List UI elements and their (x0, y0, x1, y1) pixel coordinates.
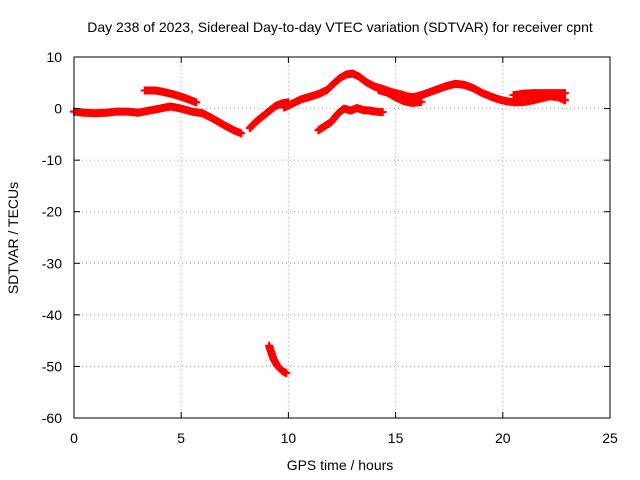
y-tick-label: -40 (42, 307, 62, 323)
axis-ticks (73, 56, 611, 419)
y-tick-label: 0 (54, 101, 62, 117)
x-tick-label: 20 (495, 430, 511, 446)
series-track-e (374, 86, 426, 107)
x-axis-label: GPS time / hours (287, 457, 394, 473)
chart-title: Day 238 of 2023, Sidereal Day-to-day VTE… (87, 19, 593, 35)
series-track-a (70, 102, 246, 138)
data-trail (279, 367, 290, 377)
plot-frame (73, 56, 611, 419)
data-point (417, 97, 426, 106)
y-tick-label: -20 (42, 204, 62, 220)
data-point (378, 108, 387, 117)
x-tick-label: 0 (70, 430, 78, 446)
series-track-f (509, 89, 569, 100)
data-points (70, 69, 569, 378)
data-point (560, 89, 569, 98)
data-trail (324, 80, 337, 93)
y-tick-label: -50 (42, 358, 62, 374)
x-tick-label: 15 (388, 430, 404, 446)
y-tick-label: -10 (42, 152, 62, 168)
x-tick-label: 10 (281, 430, 297, 446)
y-tick-label: -60 (42, 410, 62, 426)
x-tick-label: 5 (177, 430, 185, 446)
x-tick-label: 25 (602, 430, 618, 446)
series-track-g (314, 104, 387, 135)
y-tick-label: -30 (42, 255, 62, 271)
data-point (560, 96, 569, 105)
series-track-h (265, 341, 291, 378)
data-point (237, 129, 246, 138)
y-tick-label: 10 (46, 49, 62, 65)
tick-labels: 0 5 10 15 20 25 10 0 -10 -20 -30 -40 -50 -60 (42, 49, 618, 446)
data-trail (274, 363, 285, 374)
series-track-b (140, 86, 201, 107)
data-point (282, 369, 291, 378)
data-point (192, 98, 201, 107)
y-axis-label: SDTVAR / TECUs (5, 182, 21, 294)
